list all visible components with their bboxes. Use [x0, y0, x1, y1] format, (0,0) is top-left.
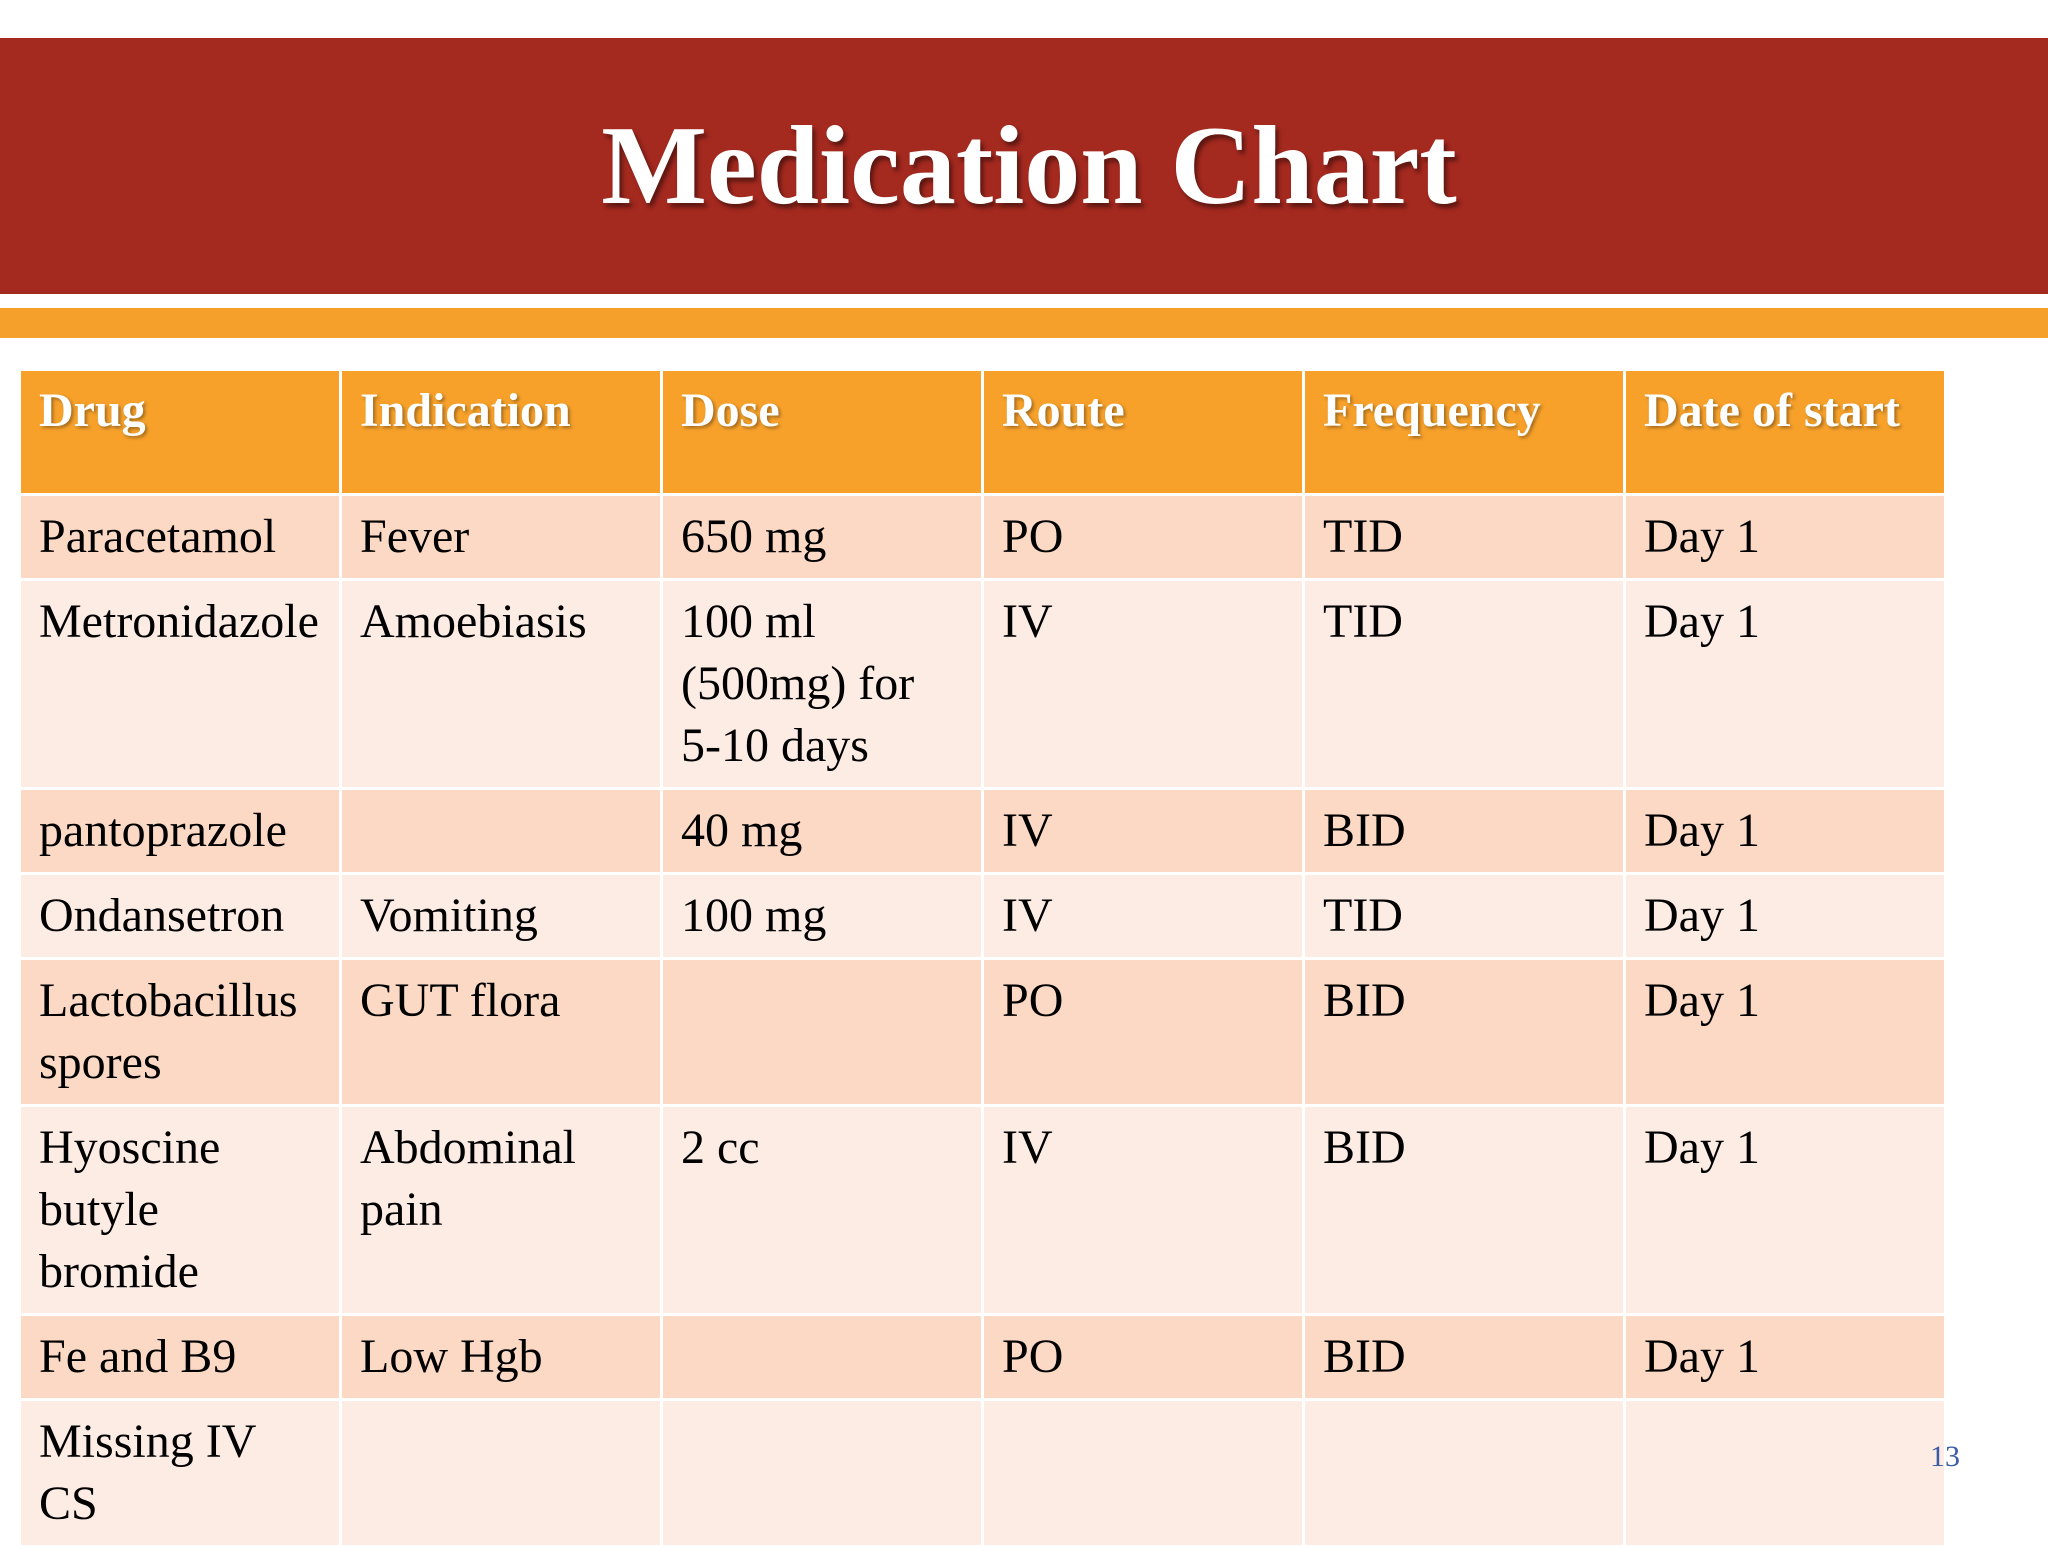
- cell-drug: Hyoscine butyle bromide: [21, 1107, 339, 1313]
- cell-drug: Paracetamol: [21, 496, 339, 578]
- cell-drug: Ondansetron: [21, 875, 339, 957]
- cell-drug: Missing IV CS: [21, 1401, 339, 1545]
- cell-date-of-start: Day 1: [1626, 1107, 1944, 1313]
- cell-date-of-start: Day 1: [1626, 875, 1944, 957]
- cell-route: IV: [984, 790, 1302, 872]
- cell-dose: 100 ml (500mg) for 5-10 days: [663, 581, 981, 787]
- cell-frequency: BID: [1305, 1316, 1623, 1398]
- cell-drug: Lactobacillus spores: [21, 960, 339, 1104]
- header-drug: Drug: [21, 371, 339, 493]
- cell-dose: [663, 1316, 981, 1398]
- cell-indication: GUT flora: [342, 960, 660, 1104]
- cell-dose: [663, 960, 981, 1104]
- table-header-row: Drug Indication Dose Route Frequency Dat…: [21, 371, 1944, 493]
- table-row: pantoprazole 40 mg IV BID Day 1: [21, 790, 1944, 872]
- cell-route: [984, 1401, 1302, 1545]
- cell-frequency: [1305, 1401, 1623, 1545]
- cell-drug: Fe and B9: [21, 1316, 339, 1398]
- slide-title: Medication Chart: [601, 103, 1457, 228]
- cell-date-of-start: Day 1: [1626, 496, 1944, 578]
- cell-indication: [342, 790, 660, 872]
- cell-date-of-start: Day 1: [1626, 581, 1944, 787]
- cell-route: IV: [984, 1107, 1302, 1313]
- cell-drug: pantoprazole: [21, 790, 339, 872]
- cell-dose: 2 cc: [663, 1107, 981, 1313]
- cell-frequency: TID: [1305, 875, 1623, 957]
- header-route: Route: [984, 371, 1302, 493]
- table-row: Metronidazole Amoebiasis 100 ml (500mg) …: [21, 581, 1944, 787]
- slide-number: 13: [1930, 1440, 1960, 1473]
- cell-frequency: BID: [1305, 1107, 1623, 1313]
- cell-drug: Metronidazole: [21, 581, 339, 787]
- cell-dose: 40 mg: [663, 790, 981, 872]
- cell-frequency: TID: [1305, 496, 1623, 578]
- cell-indication: [342, 1401, 660, 1545]
- cell-route: IV: [984, 581, 1302, 787]
- cell-indication: Amoebiasis: [342, 581, 660, 787]
- cell-date-of-start: Day 1: [1626, 1316, 1944, 1398]
- header-dose: Dose: [663, 371, 981, 493]
- table-row: Hyoscine butyle bromide Abdominal pain 2…: [21, 1107, 1944, 1313]
- cell-indication: Fever: [342, 496, 660, 578]
- cell-indication: Low Hgb: [342, 1316, 660, 1398]
- cell-frequency: BID: [1305, 790, 1623, 872]
- table-row: Ondansetron Vomiting 100 mg IV TID Day 1: [21, 875, 1944, 957]
- medication-table: Drug Indication Dose Route Frequency Dat…: [18, 368, 1947, 1548]
- cell-route: PO: [984, 496, 1302, 578]
- cell-route: PO: [984, 1316, 1302, 1398]
- cell-date-of-start: [1626, 1401, 1944, 1545]
- table-row: Missing IV CS: [21, 1401, 1944, 1545]
- table-row: Paracetamol Fever 650 mg PO TID Day 1: [21, 496, 1944, 578]
- table-row: Lactobacillus spores GUT flora PO BID Da…: [21, 960, 1944, 1104]
- cell-route: IV: [984, 875, 1302, 957]
- header-indication: Indication: [342, 371, 660, 493]
- table-row: Fe and B9 Low Hgb PO BID Day 1: [21, 1316, 1944, 1398]
- cell-dose: [663, 1401, 981, 1545]
- cell-indication: Vomiting: [342, 875, 660, 957]
- title-band: Medication Chart: [0, 38, 2048, 294]
- cell-date-of-start: Day 1: [1626, 960, 1944, 1104]
- cell-frequency: BID: [1305, 960, 1623, 1104]
- accent-stripe: [0, 308, 2048, 338]
- cell-date-of-start: Day 1: [1626, 790, 1944, 872]
- cell-route: PO: [984, 960, 1302, 1104]
- cell-dose: 650 mg: [663, 496, 981, 578]
- cell-indication: Abdominal pain: [342, 1107, 660, 1313]
- cell-dose: 100 mg: [663, 875, 981, 957]
- header-frequency: Frequency: [1305, 371, 1623, 493]
- header-date-of-start: Date of start: [1626, 371, 1944, 493]
- cell-frequency: TID: [1305, 581, 1623, 787]
